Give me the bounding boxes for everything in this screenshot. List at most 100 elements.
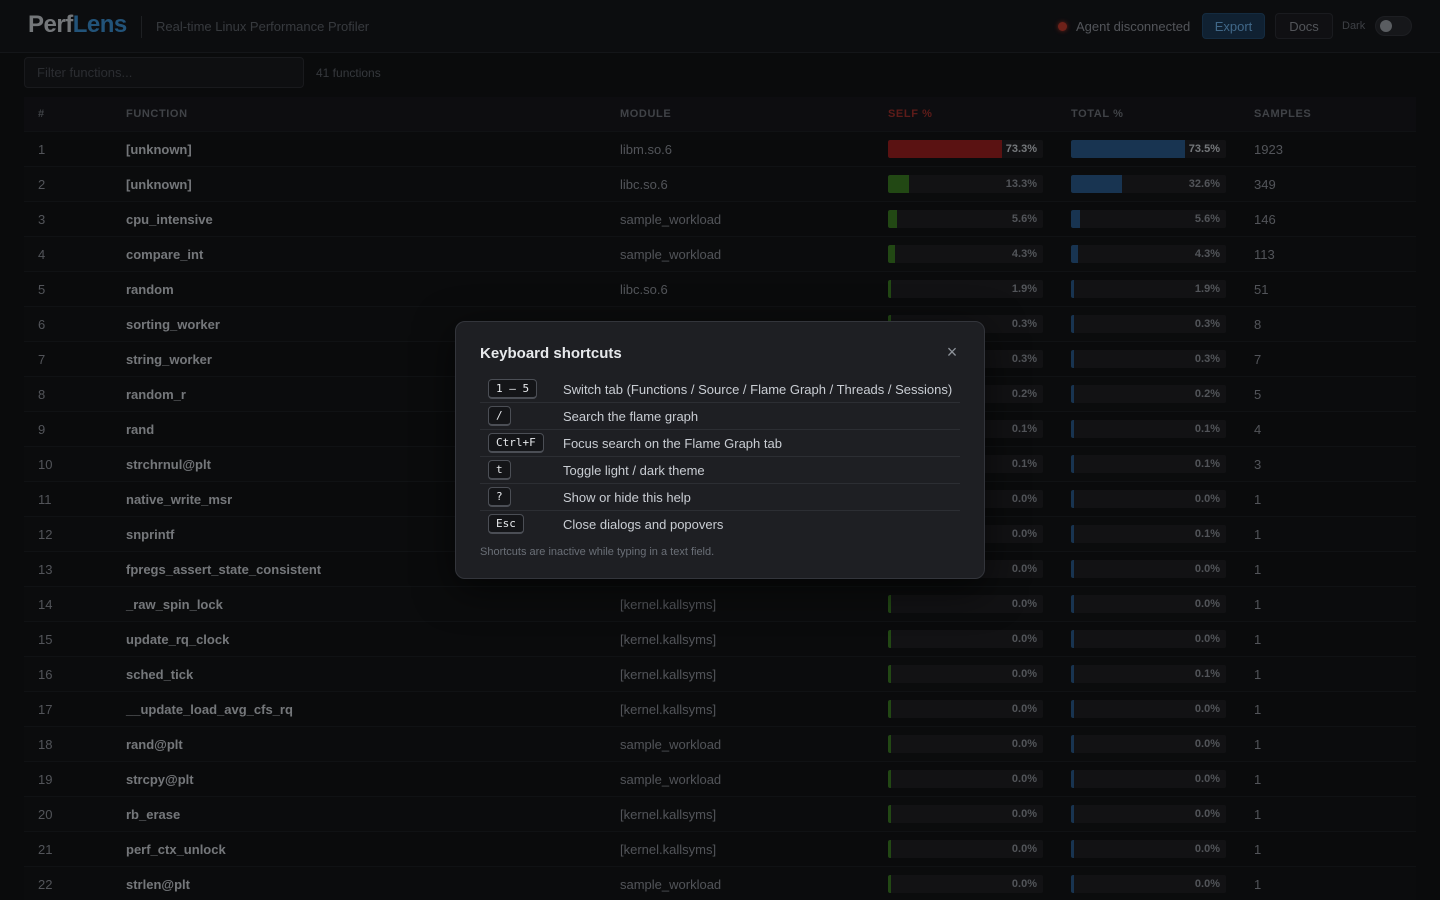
shortcut-row: Ctrl+F Focus search on the Flame Graph ta…: [480, 430, 960, 457]
total-percent-label: 0.0%: [1194, 773, 1220, 785]
shortcut-key: ?: [488, 487, 511, 507]
row-index: 14: [38, 597, 53, 612]
total-bar-fill: [1071, 210, 1080, 228]
row-index: 15: [38, 632, 53, 647]
module-name: sample_workload: [620, 772, 722, 787]
table-row[interactable]: 5 random libc.so.6 1.9% 1.9% 51: [24, 271, 1416, 306]
table-row[interactable]: 17 __update_load_avg_cfs_rq [kernel.kallsy…: [24, 691, 1416, 726]
samples-count: 1: [1254, 667, 1262, 682]
column-header-self[interactable]: SELF %: [888, 108, 933, 120]
column-header-module[interactable]: MODULE: [620, 108, 672, 120]
export-button[interactable]: Export: [1202, 13, 1265, 39]
total-percent-bar: 0.0%: [1071, 840, 1226, 858]
table-row[interactable]: 4 compare_int sample_workload 4.3% 4.3% 113: [24, 236, 1416, 271]
function-name: __update_load_avg_cfs_rq: [126, 702, 293, 717]
table-row[interactable]: 15 update_rq_clock [kernel.kallsyms] 0.0% 0.…: [24, 621, 1416, 656]
self-bar-fill: [888, 840, 891, 858]
self-bar-fill: [888, 595, 891, 613]
total-percent-bar: 5.6%: [1071, 210, 1226, 228]
function-name: rand@plt: [126, 737, 183, 752]
function-name: rb_erase: [126, 807, 181, 822]
theme-label: Dark: [1342, 20, 1366, 32]
table-row[interactable]: 1 [unknown] libm.so.6 73.3% 73.5% 1923: [24, 131, 1416, 166]
total-percent-label: 0.1%: [1194, 458, 1220, 470]
total-percent-label: 0.0%: [1194, 878, 1220, 890]
module-name: [kernel.kallsyms]: [620, 632, 717, 647]
close-icon[interactable]: ×: [946, 342, 958, 362]
function-name: compare_int: [126, 247, 204, 262]
shortcut-key: 1 – 5: [488, 379, 538, 399]
module-name: [kernel.kallsyms]: [620, 597, 717, 612]
self-percent-label: 13.3%: [1005, 178, 1037, 190]
function-name: random: [126, 282, 174, 297]
total-bar-fill: [1071, 420, 1074, 438]
table-row[interactable]: 18 rand@plt sample_workload 0.0% 0.0% 1: [24, 726, 1416, 761]
samples-count: 1: [1254, 702, 1262, 717]
total-percent-bar: 0.1%: [1071, 455, 1226, 473]
self-percent-label: 0.0%: [1011, 843, 1037, 855]
row-index: 16: [38, 667, 53, 682]
total-percent-label: 0.0%: [1194, 563, 1220, 575]
self-bar-fill: [888, 805, 891, 823]
total-bar-fill: [1071, 630, 1074, 648]
table-row[interactable]: 2 [unknown] libc.so.6 13.3% 32.6% 349: [24, 166, 1416, 201]
self-bar-fill: [888, 875, 891, 893]
shortcut-key: /: [488, 406, 511, 426]
row-index: 10: [38, 457, 53, 472]
self-bar-fill: [888, 140, 1002, 158]
table-row[interactable]: 22 strlen@plt sample_workload 0.0% 0.0% 1: [24, 866, 1416, 900]
filter-functions-input[interactable]: [24, 57, 304, 88]
docs-button[interactable]: Docs: [1275, 13, 1333, 39]
self-bar-fill: [888, 245, 895, 263]
column-header-function[interactable]: FUNCTION: [126, 108, 188, 120]
self-percent-label: 5.6%: [1011, 213, 1037, 225]
total-percent-bar: 0.0%: [1071, 595, 1226, 613]
status-dot-icon: [1058, 22, 1067, 31]
table-row[interactable]: 21 perf_ctx_unlock [kernel.kallsyms] 0.0% 0.…: [24, 831, 1416, 866]
table-row[interactable]: 14 _raw_spin_lock [kernel.kallsyms] 0.0% 0.0…: [24, 586, 1416, 621]
self-percent-bar: 13.3%: [888, 175, 1043, 193]
column-header-total[interactable]: TOTAL %: [1071, 108, 1124, 120]
total-percent-label: 0.1%: [1194, 423, 1220, 435]
total-percent-label: 0.0%: [1194, 843, 1220, 855]
table-row[interactable]: 16 sched_tick [kernel.kallsyms] 0.0% 0.1% 1: [24, 656, 1416, 691]
self-percent-bar: 4.3%: [888, 245, 1043, 263]
row-index: 21: [38, 842, 53, 857]
self-percent-bar: 0.0%: [888, 700, 1043, 718]
samples-count: 5: [1254, 387, 1262, 402]
column-header-index[interactable]: #: [38, 108, 45, 120]
row-index: 6: [38, 317, 46, 332]
table-row[interactable]: 3 cpu_intensive sample_workload 5.6% 5.6% 146: [24, 201, 1416, 236]
total-percent-label: 0.1%: [1194, 668, 1220, 680]
row-index: 22: [38, 877, 53, 892]
module-name: [kernel.kallsyms]: [620, 807, 717, 822]
shortcut-description: Focus search on the Flame Graph tab: [563, 436, 782, 451]
row-index: 5: [38, 282, 46, 297]
function-name: sched_tick: [126, 667, 194, 682]
table-row[interactable]: 19 strcpy@plt sample_workload 0.0% 0.0% 1: [24, 761, 1416, 796]
samples-count: 1: [1254, 562, 1262, 577]
column-header-samples[interactable]: SAMPLES: [1254, 108, 1312, 120]
row-index: 17: [38, 702, 53, 717]
function-name: strchrnul@plt: [126, 457, 211, 472]
self-percent-label: 4.3%: [1011, 248, 1037, 260]
self-percent-bar: 0.0%: [888, 595, 1043, 613]
total-percent-bar: 0.0%: [1071, 875, 1226, 893]
module-name: sample_workload: [620, 247, 722, 262]
self-bar-fill: [888, 735, 891, 753]
total-percent-label: 32.6%: [1188, 178, 1220, 190]
shortcut-description: Search the flame graph: [563, 409, 699, 424]
table-row[interactable]: 20 rb_erase [kernel.kallsyms] 0.0% 0.0% 1: [24, 796, 1416, 831]
shortcuts-list: 1 – 5 Switch tab (Functions / Source / Fl…: [480, 376, 960, 538]
total-percent-bar: 0.1%: [1071, 665, 1226, 683]
app-logo[interactable]: PerfLens: [28, 11, 127, 39]
total-percent-label: 0.0%: [1194, 738, 1220, 750]
theme-toggle[interactable]: [1375, 16, 1412, 36]
samples-count: 51: [1254, 282, 1269, 297]
agent-status-text: Agent disconnected: [1076, 19, 1191, 34]
samples-count: 1: [1254, 877, 1262, 892]
function-name: snprintf: [126, 527, 175, 542]
function-name: [unknown]: [126, 142, 192, 157]
samples-count: 113: [1254, 247, 1275, 262]
samples-count: 4: [1254, 422, 1262, 437]
